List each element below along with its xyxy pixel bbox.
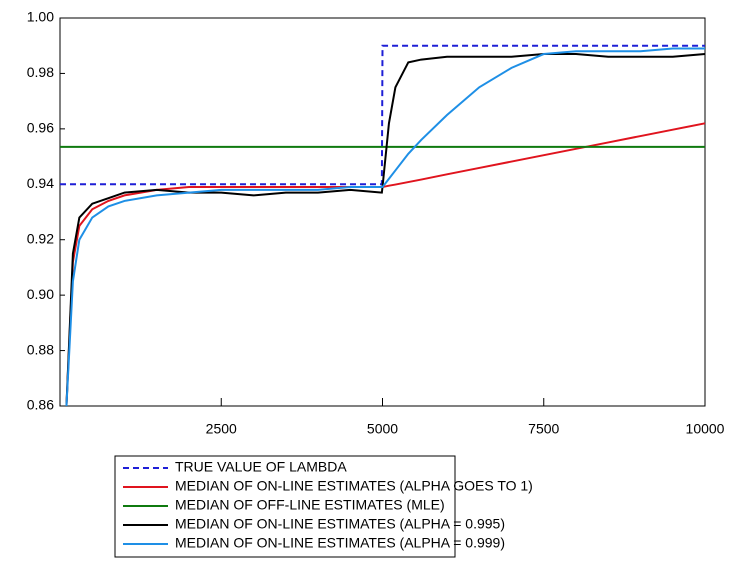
plot-frame — [59, 17, 706, 407]
y-tick-label: 0.86 — [27, 397, 54, 413]
legend-label: MEDIAN OF ON-LINE ESTIMATES (ALPHA = 0.9… — [175, 516, 505, 532]
legend-box — [114, 455, 456, 558]
series-line — [60, 44, 705, 186]
x-tick-label: 5000 — [367, 421, 398, 437]
x-tick-label: 10000 — [686, 421, 725, 437]
legend-label: MEDIAN OF OFF-LINE ESTIMATES (MLE) — [175, 497, 445, 513]
y-tick-label: 0.92 — [27, 230, 54, 246]
y-tick-label: 0.88 — [27, 341, 54, 357]
x-tick-label: 2500 — [206, 421, 237, 437]
series-line — [65, 53, 706, 407]
legend-label: MEDIAN OF ON-LINE ESTIMATES (ALPHA = 0.9… — [175, 535, 505, 551]
series-line — [65, 47, 705, 407]
legend-label: TRUE VALUE OF LAMBDA — [175, 459, 347, 475]
y-tick-label: 0.90 — [27, 286, 54, 302]
legend-label: MEDIAN OF ON-LINE ESTIMATES (ALPHA GOES … — [175, 478, 533, 494]
x-tick-label: 7500 — [528, 421, 559, 437]
y-tick-label: 1.00 — [27, 9, 54, 25]
y-tick-label: 0.96 — [27, 120, 54, 136]
y-tick-label: 0.98 — [27, 64, 54, 80]
series-line — [65, 122, 706, 407]
y-tick-label: 0.94 — [27, 175, 54, 191]
